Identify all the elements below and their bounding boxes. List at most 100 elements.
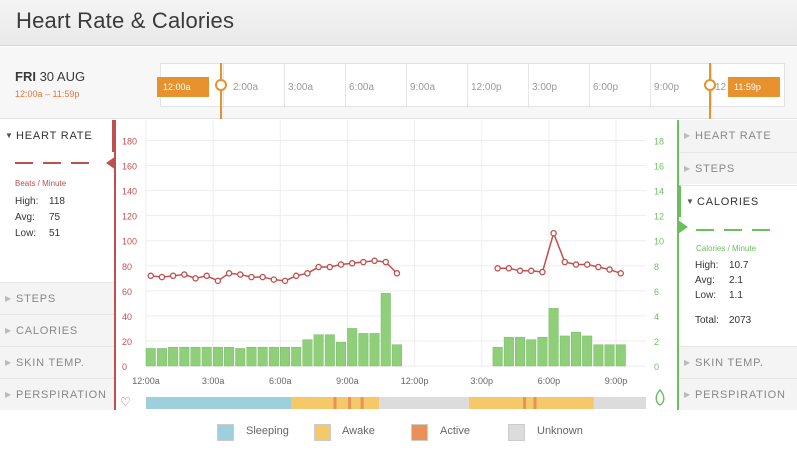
stat-value: 1.1 xyxy=(729,290,743,301)
caret-right-icon: ▶ xyxy=(684,358,691,367)
sidebar-item-steps[interactable]: ▶ STEPS xyxy=(0,282,114,314)
range-end-handle[interactable]: 11:59p xyxy=(728,77,780,97)
calorie-bar xyxy=(537,336,548,367)
timeline-scrubber[interactable]: 2:00a 3:00a 6:00a 9:00a 12:00p 3:00p 6:0… xyxy=(160,63,785,108)
legend-swatch-sleeping xyxy=(217,424,234,441)
activity-segment-active xyxy=(333,397,337,409)
x-tick-label: 12:00a xyxy=(132,376,160,386)
stat-key: Low: xyxy=(15,228,37,239)
caret-right-icon: ▶ xyxy=(684,131,691,140)
range-start-handle[interactable]: 12:00a xyxy=(157,77,209,97)
calorie-bar xyxy=(235,348,246,367)
left-tick-label: 0 xyxy=(122,362,127,372)
right-tick-label: 16 xyxy=(654,162,664,172)
left-tick-label: 20 xyxy=(122,337,132,347)
legend-label-sleeping: Sleeping xyxy=(246,425,289,437)
heart-rate-point xyxy=(181,271,188,278)
sidebar-item-label: SKIN TEMP. xyxy=(16,357,85,369)
range-start-knob[interactable] xyxy=(215,79,227,91)
heart-rate-point xyxy=(326,263,334,271)
calorie-bar xyxy=(268,346,279,367)
heart-rate-point xyxy=(147,272,155,280)
left-tick-label: 60 xyxy=(122,287,132,297)
heart-rate-high: High: 118 xyxy=(15,196,65,207)
heart-rate-point xyxy=(214,277,222,285)
right-tick-label: 14 xyxy=(654,187,664,197)
calorie-bar xyxy=(179,346,190,367)
heart-rate-point xyxy=(393,270,401,277)
legend-swatch-active xyxy=(411,424,428,441)
timeline-tick xyxy=(284,64,285,108)
stat-value: 75 xyxy=(49,212,61,223)
flame-icon xyxy=(655,388,665,406)
left-tick-label: 80 xyxy=(122,262,132,272)
calorie-bar xyxy=(190,346,201,367)
date-weekday: FRI xyxy=(15,69,36,84)
range-end-knob[interactable] xyxy=(704,79,716,91)
stat-value: 2.1 xyxy=(729,275,743,286)
heart-rate-point xyxy=(583,261,591,268)
heart-rate-low: Low: 51 xyxy=(15,228,60,239)
sidebar-item-perspiration[interactable]: ▶ PERSPIRATION xyxy=(0,378,114,410)
timeline-label: 12 xyxy=(715,82,727,93)
heart-rate-point xyxy=(539,268,546,276)
sidebar-item-label: SKIN TEMP. xyxy=(695,357,764,369)
timeline-label: 12:00p xyxy=(471,82,502,93)
right-tick-label: 8 xyxy=(654,262,659,272)
heart-rate-point xyxy=(270,276,278,283)
heart-rate-line xyxy=(497,230,621,275)
calorie-bar xyxy=(168,346,179,367)
calorie-bar xyxy=(615,344,626,367)
timeline-tick xyxy=(650,64,651,108)
activity-segment-awake xyxy=(468,397,594,409)
activity-segment-unknown xyxy=(593,397,646,409)
timeline-label: 2:00a xyxy=(233,82,259,93)
sidebar-item-perspiration[interactable]: ▶ PERSPIRATION xyxy=(679,378,797,410)
timeline-label: 6:00p xyxy=(593,82,619,93)
heart-rate-point xyxy=(550,229,557,237)
sidebar-item-heart-rate[interactable]: ▶ HEART RATE xyxy=(679,120,797,152)
activity-segment-active xyxy=(533,397,537,409)
calorie-bar xyxy=(291,346,302,367)
x-tick-label: 6:00a xyxy=(269,376,292,386)
calories-total: Total: 2073 xyxy=(695,315,751,326)
timeline-tick xyxy=(528,64,529,108)
range-end-line xyxy=(709,63,711,119)
sidebar-item-steps[interactable]: ▶ STEPS xyxy=(679,152,797,184)
stat-key: High: xyxy=(15,196,39,207)
sidebar-item-label: HEART RATE xyxy=(16,130,93,142)
sidebar-item-calories[interactable]: ▼ CALORIES xyxy=(679,185,797,217)
heart-rate-point xyxy=(158,273,166,281)
sidebar-item-skin-temp[interactable]: ▶ SKIN TEMP. xyxy=(0,346,114,378)
heart-rate-point xyxy=(527,267,535,275)
heart-rate-point xyxy=(259,273,266,281)
stat-value: 10.7 xyxy=(729,260,749,271)
heart-pulse-icon: ♡ xyxy=(120,395,131,409)
legend-label-awake: Awake xyxy=(342,425,375,437)
x-tick-label: 12:00p xyxy=(401,376,429,386)
heart-rate-unit: Beats / Minute xyxy=(15,179,67,188)
sidebar-item-label: CALORIES xyxy=(16,325,79,337)
calorie-bar xyxy=(570,331,581,367)
heart-rate-point xyxy=(169,272,177,280)
calorie-bar xyxy=(335,341,346,367)
heart-rate-point xyxy=(371,257,378,265)
stat-value: 2073 xyxy=(729,315,752,326)
timeline-label: 6:00a xyxy=(349,82,375,93)
timeline-tick xyxy=(345,64,346,108)
calories-avg: Avg: 2.1 xyxy=(695,275,743,286)
calorie-bar xyxy=(526,339,537,367)
sidebar-item-heart-rate[interactable]: ▼ HEART RATE xyxy=(0,120,114,152)
page-header: Heart Rate & Calories xyxy=(0,0,797,46)
heart-rate-point xyxy=(561,258,569,266)
calorie-bar xyxy=(156,348,167,367)
sidebar-item-skin-temp[interactable]: ▶ SKIN TEMP. xyxy=(679,346,797,378)
date-label: FRI 30 AUG xyxy=(15,69,85,84)
heart-rate-point xyxy=(617,270,624,277)
sidebar-item-calories[interactable]: ▶ CALORIES xyxy=(0,314,114,346)
right-metric-sidebar: ▶ HEART RATE ▶ STEPS ▼ CALORIES High: 10.7 A… xyxy=(678,120,797,410)
calorie-bar xyxy=(358,333,369,367)
heart-rate-point xyxy=(494,265,501,272)
date-row: FRI 30 AUG 12:00a – 11:59p 2:00a 3:00a 6… xyxy=(0,47,797,119)
stat-value: 51 xyxy=(49,228,61,239)
